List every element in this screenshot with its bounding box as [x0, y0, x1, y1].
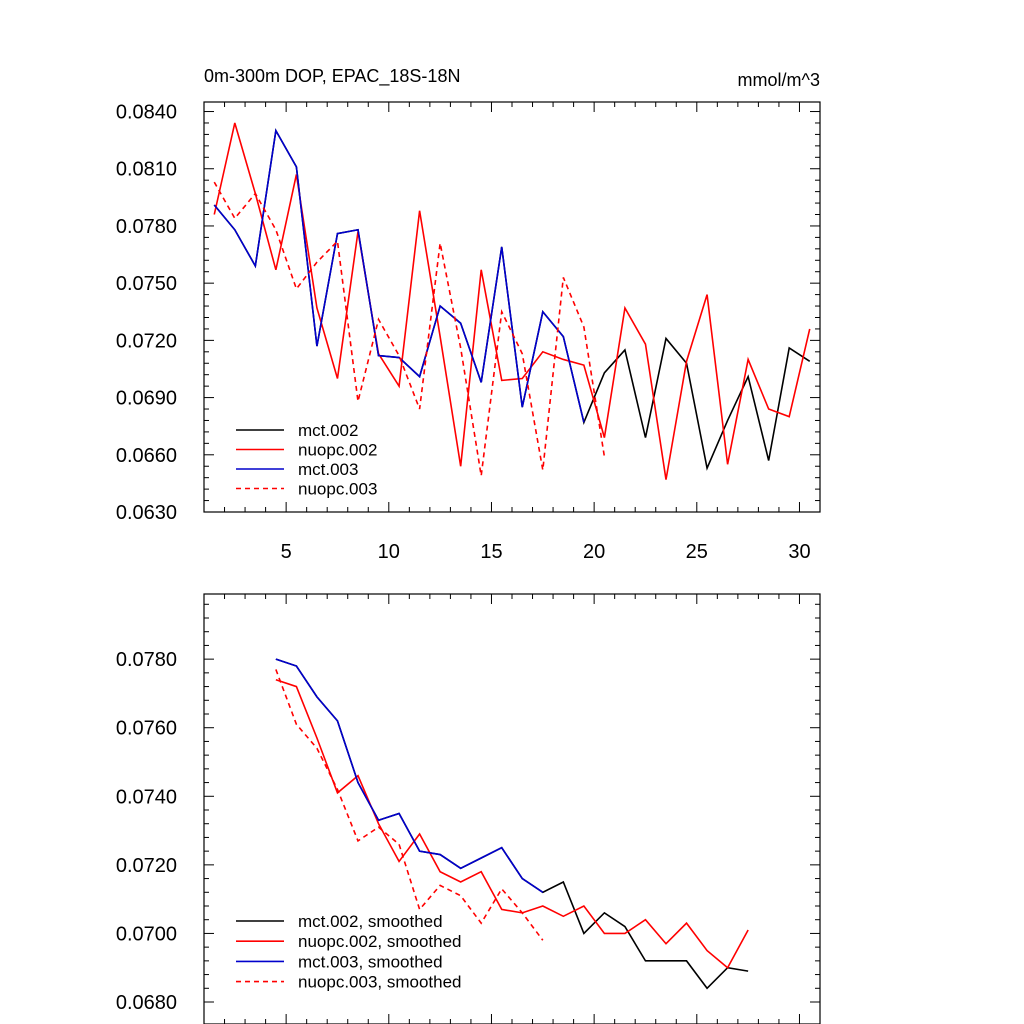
top-chart-y-tick-label: 0.0750 — [116, 273, 177, 295]
bottom-chart-legend-label: mct.002, smoothed — [298, 912, 443, 931]
top-chart-legend-label: mct.002 — [298, 421, 358, 440]
bottom-chart-y-tick-label: 0.0780 — [116, 649, 177, 671]
figure: 0.0630 0.0660 0.0690 0.0720 0.0750 0.0780 0.08… — [0, 0, 1024, 1024]
top-chart-x-tick-label: 25 — [686, 541, 708, 563]
top-chart-y-tick-label: 0.0780 — [116, 216, 177, 238]
top-chart-x-tick-label: 30 — [788, 541, 810, 563]
bottom-chart-y-tick-label: 0.0680 — [116, 992, 177, 1014]
top-chart-x-tick-label: 10 — [378, 541, 400, 563]
top-chart-y-tick-label: 0.0690 — [116, 388, 177, 410]
top-chart-title: 0m-300m DOP, EPAC_18S-18N — [204, 66, 460, 87]
top-chart-legend-label: nuopc.003 — [298, 480, 377, 499]
top-chart-y-tick-label: 0.0840 — [116, 102, 177, 124]
bottom-chart-legend-label: nuopc.003, smoothed — [298, 973, 462, 992]
top-chart-x-tick-label: 5 — [281, 541, 292, 563]
bottom-chart-legend-label: mct.003, smoothed — [298, 952, 443, 971]
top-chart-y-tick-label: 0.0630 — [116, 502, 177, 524]
top-chart-y-tick-label: 0.0720 — [116, 330, 177, 352]
bottom-chart-y-tick-label: 0.0720 — [116, 855, 177, 877]
top-chart-x-tick-label: 20 — [583, 541, 605, 563]
top-chart-legend-label: mct.003 — [298, 460, 358, 479]
bottom-chart-y-tick-label: 0.0700 — [116, 923, 177, 945]
top-chart-y-tick-label: 0.0660 — [116, 445, 177, 467]
top-chart-x-tick-label: 15 — [480, 541, 502, 563]
bottom-chart-y-tick-label: 0.0760 — [116, 718, 177, 740]
bottom-chart-y-tick-label: 0.0740 — [116, 786, 177, 808]
top-chart-legend-label: nuopc.002 — [298, 441, 377, 460]
bottom-chart-legend-label: nuopc.002, smoothed — [298, 932, 462, 951]
top-chart-units: mmol/m^3 — [738, 70, 820, 90]
top-chart-y-tick-label: 0.0810 — [116, 159, 177, 181]
